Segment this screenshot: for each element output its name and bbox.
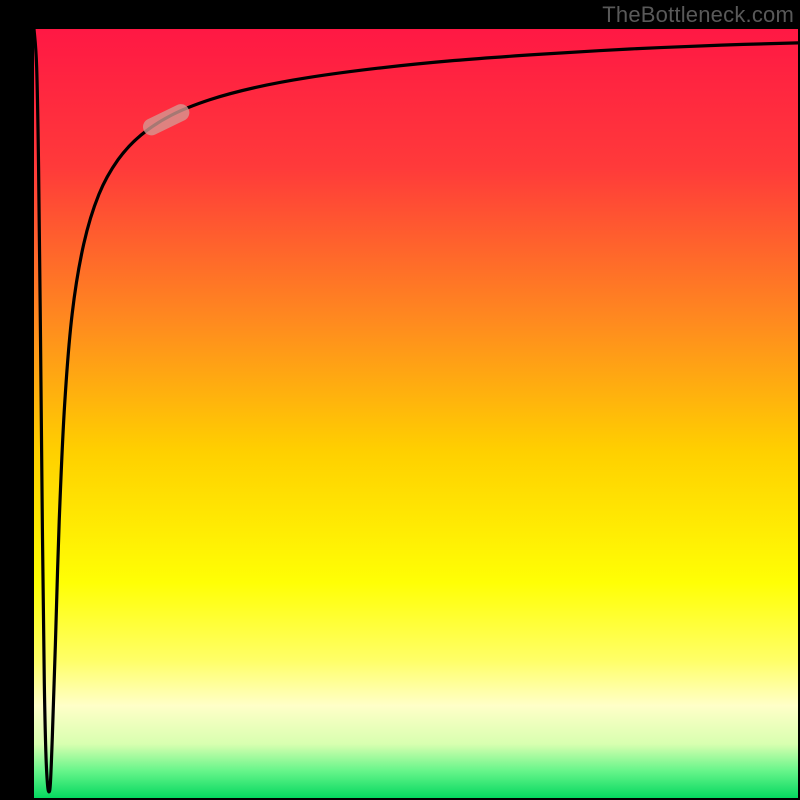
- plot-area: [34, 29, 798, 798]
- curve-drag-handle[interactable]: [140, 101, 192, 138]
- watermark-text: TheBottleneck.com: [602, 2, 794, 28]
- curve-svg: [34, 29, 798, 798]
- chart-container: TheBottleneck.com: [0, 0, 800, 800]
- curve-line: [34, 29, 798, 792]
